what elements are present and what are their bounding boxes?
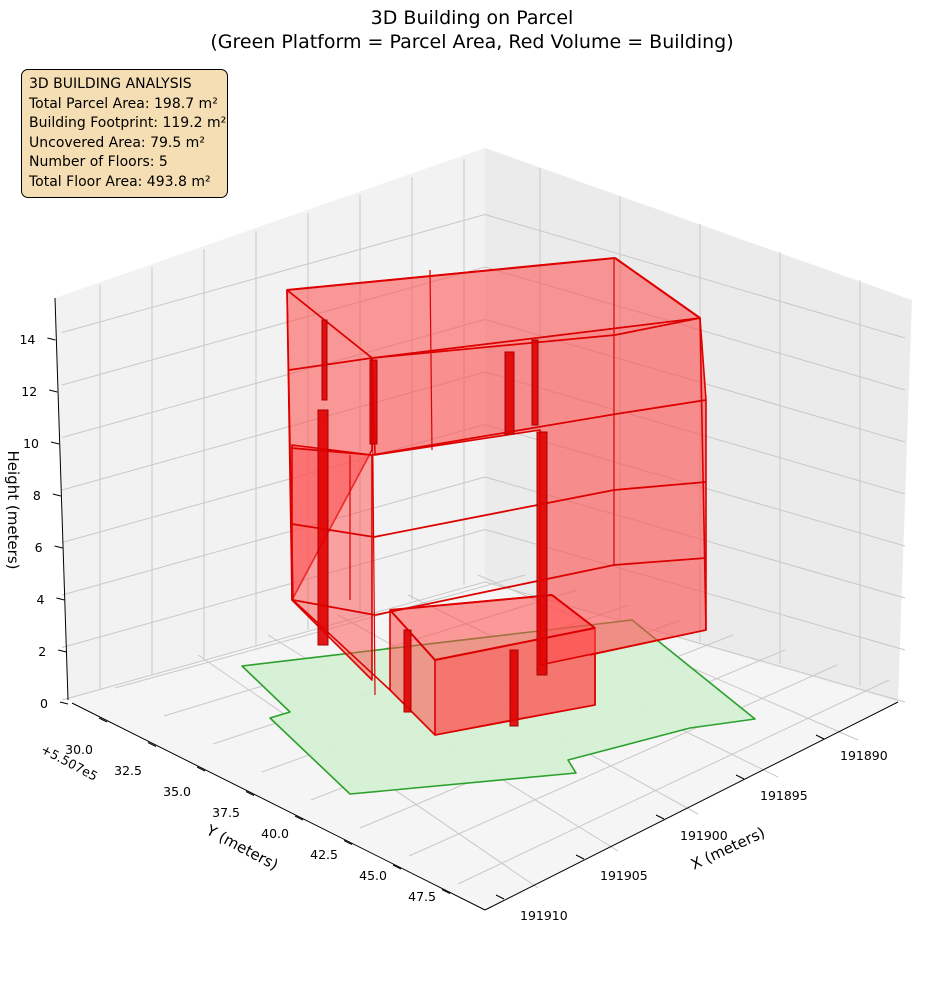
x-tick-mark (495, 894, 505, 900)
column-top-right (531, 339, 539, 426)
y-tick-label: 47.5 (408, 889, 436, 904)
y-tick-mark (441, 889, 451, 894)
info-line-uncovered: Uncovered Area: 79.5 m² (29, 134, 205, 151)
floor-slab-edge (371, 334, 616, 359)
y-tick-label: 42.5 (310, 847, 338, 862)
z-tick-label: 8 (33, 488, 41, 503)
floor-slab-edge (615, 399, 707, 415)
column-front (403, 629, 412, 713)
floor-slab-edge (291, 523, 375, 538)
floor-slab-edge (288, 357, 373, 371)
y-tick-mark (98, 717, 108, 723)
y-tick-mark (196, 766, 206, 772)
grid-line-floor-y (457, 679, 890, 885)
grid-line-z-right (484, 214, 906, 339)
y-tick-mark (245, 791, 255, 796)
y-tick-label: 45.0 (359, 868, 387, 883)
y-tick-mark (343, 840, 353, 845)
z-tick-label: 0 (40, 696, 48, 711)
corner-edge (286, 289, 294, 601)
inner-edge (429, 269, 433, 451)
x-tick-mark (575, 854, 585, 860)
column-roof-left (321, 319, 328, 401)
column-front-right (509, 649, 519, 727)
y-axis-line (71, 702, 486, 911)
y-tick-label: 32.5 (114, 763, 142, 778)
floor-slab-edge (371, 413, 617, 456)
y-tick-label: 40.0 (261, 826, 289, 841)
z-tick-label: 10 (23, 436, 39, 451)
lower-wing-edge (389, 609, 436, 661)
chart-title-line1: 3D Building on Parcel (370, 7, 574, 29)
chart-title-line2: (Green Platform = Parcel Area, Red Volum… (210, 31, 734, 53)
info-line-floors: Number of Floors: 5 (29, 154, 168, 170)
floor-slab-edge (614, 317, 701, 336)
column-top-left (369, 359, 378, 445)
z-tick-mark (59, 701, 69, 705)
lower-wing-edge (389, 594, 553, 611)
column-left (317, 409, 329, 646)
x-tick-label: 191905 (600, 868, 648, 883)
z-tick-mark (56, 597, 65, 601)
z-tick-mark (50, 441, 60, 445)
roof-edge (286, 257, 616, 291)
floor-slab-edge (613, 481, 707, 491)
x-tick-label: 191910 (520, 908, 568, 923)
base-edge (292, 599, 391, 691)
floor-slab-edge (292, 599, 376, 616)
z-tick-label: 14 (19, 332, 35, 347)
z-tick-label: 12 (21, 384, 37, 399)
z-tick-label: 2 (38, 644, 46, 659)
z-tick-label: 4 (36, 592, 44, 607)
base-edge (589, 629, 707, 656)
y-tick-mark (392, 864, 402, 870)
y-tick-mark (147, 742, 157, 747)
x-tick-mark (815, 734, 825, 740)
grid-line-z-left (61, 529, 486, 648)
z-axis-line (54, 297, 69, 701)
floor-slab-edge (373, 489, 615, 538)
corner-edge (699, 317, 707, 631)
x-tick-label: 191900 (680, 828, 728, 843)
lower-wing-edge (551, 594, 596, 629)
y-tick-label: 37.5 (212, 805, 240, 820)
building-volume (286, 257, 707, 736)
info-line-footprint: Building Footprint: 119.2 m² (29, 115, 227, 131)
z-tick-mark (47, 337, 56, 341)
column-top (504, 351, 515, 435)
info-box: 3D BUILDING ANALYSIS Total Parcel Area: … (21, 69, 228, 198)
floor-slab-edge (374, 564, 615, 616)
y-tick-label: 30.0 (65, 742, 93, 757)
axis-lines (54, 297, 899, 911)
y-tick-label: 35.0 (163, 784, 191, 799)
x-tick-label: 191895 (760, 788, 808, 803)
z-tick-mark (49, 389, 58, 393)
roof-edge (614, 257, 701, 319)
chart-title: 3D Building on Parcel (Green Platform = … (0, 6, 944, 54)
x-axis-line (484, 701, 899, 911)
z-axis-label: Height (meters) (4, 451, 22, 570)
floor-slab-edge (290, 447, 373, 456)
y-tick-mark (294, 815, 304, 821)
info-line-floor-area: Total Floor Area: 493.8 m² (29, 173, 211, 190)
z-tick-label: 6 (35, 540, 43, 555)
x-tick-mark (655, 814, 665, 820)
grid-line-z-left (61, 476, 486, 596)
z-tick-mark (54, 545, 63, 549)
grid-line-floor-y (408, 664, 838, 857)
grid-line-z-left (61, 214, 486, 333)
z-tick-mark (52, 493, 61, 497)
column-center (536, 431, 548, 676)
z-tick-mark (58, 649, 67, 653)
floor-slab-edge (613, 557, 707, 566)
info-heading: 3D BUILDING ANALYSIS (29, 76, 192, 92)
x-tick-mark (735, 774, 745, 780)
lower-wing-edge (434, 627, 596, 661)
grid-line-z-left (61, 581, 486, 701)
info-line-parcel-area: Total Parcel Area: 198.7 m² (29, 95, 218, 112)
x-tick-label: 191890 (840, 748, 888, 763)
